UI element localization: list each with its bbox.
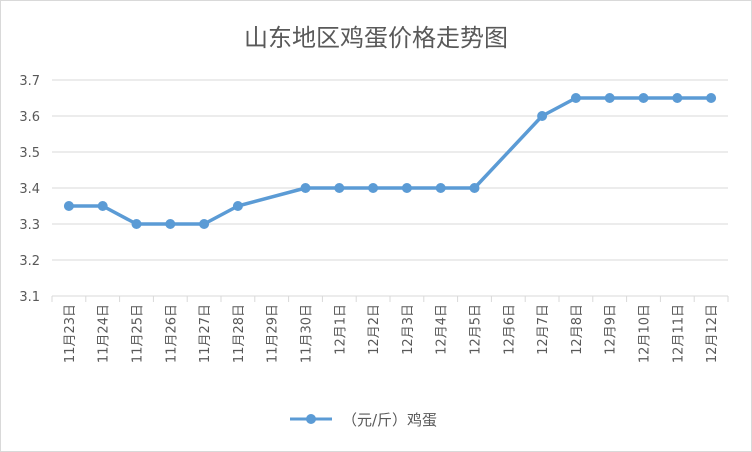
x-tick-label: 12月6日: [502, 304, 517, 355]
data-point: [706, 93, 717, 103]
x-tick-label: 12月1日: [333, 304, 348, 355]
data-point: [401, 183, 412, 193]
x-tick-label: 12月2日: [367, 304, 382, 355]
data-point: [604, 93, 615, 103]
x-tick-label: 12月9日: [604, 304, 619, 355]
data-point: [199, 219, 210, 229]
data-point: [232, 201, 243, 211]
legend: （元/斤）鸡蛋: [290, 411, 437, 429]
data-point: [638, 93, 649, 103]
data-point: [435, 183, 446, 193]
x-tick-label: 12月12日: [705, 304, 720, 363]
y-axis-tick-labels: 3.1 3.2 3.3 3.4 3.5 3.6 3.7: [19, 74, 40, 305]
y-tick-label: 3.1: [19, 290, 40, 305]
y-tick-label: 3.2: [19, 254, 40, 269]
y-tick-label: 3.7: [19, 74, 40, 89]
x-tick-label: 11月27日: [198, 304, 213, 363]
x-tick-label: 11月23日: [63, 304, 78, 363]
data-point: [368, 183, 379, 193]
x-tick-label: 11月26日: [164, 304, 179, 363]
x-tick-label: 11月25日: [131, 304, 146, 363]
x-tick-label: 12月3日: [401, 304, 416, 355]
y-tick-label: 3.6: [19, 110, 40, 125]
data-point: [334, 183, 345, 193]
x-tick-label: 12月10日: [638, 304, 653, 363]
x-tick-label: 12月4日: [435, 304, 450, 355]
data-point: [300, 183, 311, 193]
x-tick-label: 11月28日: [232, 304, 247, 363]
data-point: [570, 93, 581, 103]
y-tick-label: 3.3: [19, 218, 40, 233]
chart-title: 山东地区鸡蛋价格走势图: [244, 24, 508, 52]
y-tick-label: 3.4: [19, 182, 40, 197]
x-tick-label: 12月5日: [469, 304, 484, 355]
legend-marker-swatch: [306, 414, 316, 424]
legend-label: （元/斤）鸡蛋: [342, 411, 437, 429]
y-tick-label: 3.5: [19, 146, 40, 161]
data-point: [131, 219, 142, 229]
x-axis-tick-labels: 11月23日 11月24日 11月25日 11月26日 11月27日 11月28日 11月2…: [63, 304, 720, 363]
series-line: [63, 93, 717, 229]
x-tick-label: 11月24日: [97, 304, 112, 363]
x-tick-label: 12月11日: [671, 304, 686, 363]
x-tick-label: 11月29日: [266, 304, 281, 363]
gridlines: [51, 79, 729, 302]
data-point: [469, 183, 480, 193]
series-polyline: [68, 96, 712, 226]
data-point: [165, 219, 176, 229]
data-point: [537, 111, 548, 121]
data-point: [63, 201, 74, 211]
x-tick-label: 12月7日: [536, 304, 551, 355]
data-point: [672, 93, 683, 103]
x-tick-label: 11月30日: [300, 304, 315, 363]
data-point: [97, 201, 108, 211]
x-tick-label: 12月8日: [570, 304, 585, 355]
